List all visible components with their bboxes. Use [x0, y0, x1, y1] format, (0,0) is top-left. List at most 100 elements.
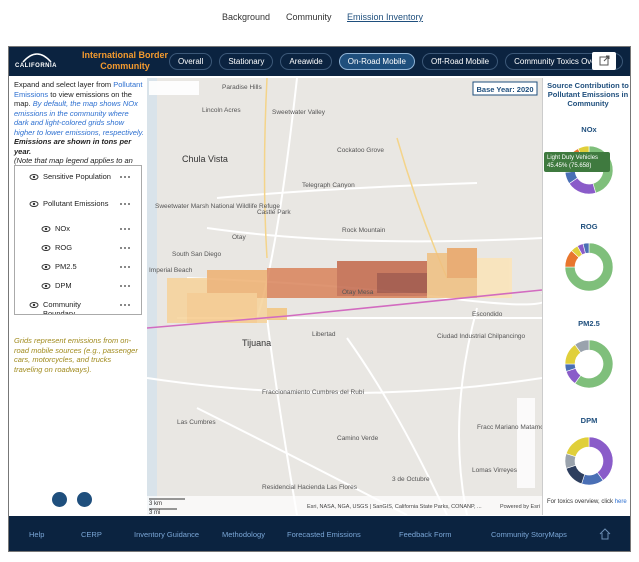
dot [124, 228, 126, 230]
base-year-box [472, 81, 538, 96]
menu-icon [120, 285, 130, 287]
map-label: Fracc Mariano Matamoros Centro [477, 424, 542, 431]
eye [41, 283, 51, 289]
intro-link[interactable]: Pollutant Emissions [14, 80, 143, 99]
eye-icon [41, 226, 51, 232]
dot [120, 304, 122, 306]
emphasis: Emissions are shown in tons per year. [14, 137, 132, 156]
water [147, 78, 157, 515]
share-button[interactable] [77, 492, 92, 507]
donut-title: ROG [580, 222, 597, 231]
footer-link[interactable]: Methodology [222, 530, 265, 539]
layer-label: PM2.5 [55, 262, 77, 271]
map-label: Sweetwater Marsh National Wildlife Refug… [155, 203, 280, 210]
intro-part: Expand and select layer from [14, 80, 114, 89]
tab[interactable]: Off-Road Mobile [421, 53, 499, 70]
source-panel: Source Contribution to Pollutant Emissio… [542, 78, 631, 515]
menu-icon [120, 304, 130, 306]
dot [124, 176, 126, 178]
tooltip-label: Light Duty Vehicles [547, 155, 599, 161]
border-line [147, 289, 542, 329]
layer-label: DPM [55, 281, 72, 290]
logo-mark [22, 53, 52, 63]
tab[interactable]: Stationary [219, 53, 274, 70]
tab[interactable]: Community Toxics Overview [505, 53, 624, 70]
app-title: International Border Community [81, 50, 168, 71]
footer-link[interactable]: CERP [81, 530, 102, 539]
map-label: Castle Park [257, 209, 291, 216]
eye-icon [29, 174, 39, 180]
donut-segment [565, 464, 586, 485]
pupil [44, 246, 48, 250]
attribution: Esri, NASA, NGA, USGS | SanGIS, Californ… [307, 504, 482, 510]
map-label: Tijuana [242, 338, 271, 348]
dot [120, 176, 122, 178]
tab[interactable]: On-Road Mobile [338, 53, 415, 70]
menu-icon [120, 203, 130, 205]
dot [128, 266, 130, 268]
footer-link[interactable]: Community StoryMaps [491, 530, 567, 539]
toxics-text: For toxics overview, click [547, 499, 615, 505]
nav-link[interactable]: Community [286, 12, 332, 22]
toxics-link[interactable]: here [614, 499, 627, 505]
map-label: Lomas Virreyes [472, 467, 518, 474]
tooltip: Light Duty Vehicles 45.45% (75.658) [544, 152, 610, 172]
eye-icon [41, 245, 51, 251]
dot [120, 228, 122, 230]
nav-link[interactable]: Emission Inventory [347, 12, 424, 22]
pupil [44, 284, 48, 288]
dot [128, 176, 130, 178]
eye-icon [41, 264, 51, 270]
tab[interactable]: Overall [169, 53, 213, 70]
dot [128, 247, 130, 249]
zoom-controls[interactable] [517, 398, 535, 488]
layer-label: Community Boundary [43, 300, 81, 315]
dot [128, 285, 130, 287]
footer-link[interactable]: Help [29, 530, 45, 539]
nav-link[interactable]: Background [222, 12, 271, 22]
eye-icon [41, 283, 51, 289]
footer-link[interactable]: Forecasted Emissions [287, 530, 361, 539]
map-label: Fraccionamiento Cumbres del Rubí [262, 389, 364, 396]
footer-link[interactable]: Feedback Form [399, 530, 452, 539]
pupil [32, 303, 36, 307]
home-icon[interactable] [599, 528, 611, 540]
menu-icon [120, 247, 130, 249]
list-button[interactable] [52, 492, 67, 507]
donut-segment [565, 436, 590, 458]
map-label: Camino Verde [337, 435, 379, 442]
map-label: Libertad [312, 331, 336, 338]
map-label: Otay Mesa [342, 289, 374, 296]
map-label: Paradise Hills [222, 84, 262, 91]
dot [128, 304, 130, 306]
menu-icon [120, 266, 130, 268]
pupil [32, 175, 36, 179]
donut-title: DPM [581, 416, 598, 425]
map-toolbar [149, 81, 199, 95]
dot [124, 285, 126, 287]
map-label: Lincoln Acres [202, 107, 241, 114]
tab[interactable]: Areawide [280, 53, 332, 70]
map-label: Ciudad Industrial Chilpancingo [437, 333, 526, 340]
eye [29, 302, 39, 308]
layer-list: Sensitive Population Pollutant Emissions N… [14, 165, 142, 315]
map-label: Telegraph Canyon [302, 182, 355, 189]
eye [41, 226, 51, 232]
tab-bar: Overall Stationary Areawide On-Road Mobile O… [169, 53, 624, 70]
footer-link[interactable]: Inventory Guidance [134, 530, 200, 539]
eye [29, 201, 39, 207]
map-label: Sweetwater Valley [272, 109, 326, 116]
map-label: Chula Vista [182, 154, 228, 164]
map-label: Rock Mountain [342, 227, 386, 234]
emission-grid [167, 248, 512, 323]
intro-text: Expand and select layer from Pollutant E… [14, 80, 144, 166]
expand-button[interactable] [592, 52, 616, 70]
map[interactable]: Paradise Hills Lincoln Acres Chula Vista Sw… [147, 78, 542, 515]
donut-title: PM2.5 [578, 319, 600, 328]
menu-icon [120, 176, 130, 178]
map-label: Cockatoo Grove [337, 147, 384, 154]
scale-bar [149, 498, 185, 510]
dot [120, 266, 122, 268]
donut-segment [588, 436, 614, 481]
